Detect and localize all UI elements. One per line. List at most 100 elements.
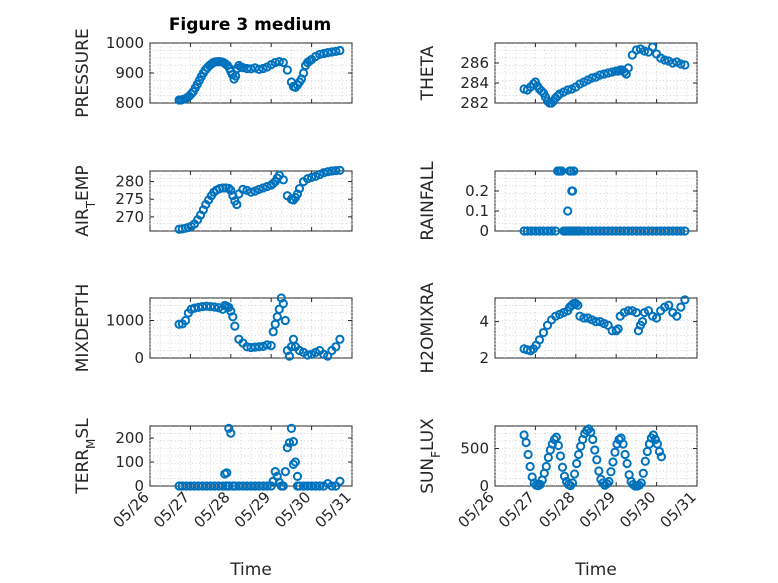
data-point (335, 334, 345, 344)
y-axis-label: SUNFLUX (418, 418, 443, 494)
data-point (660, 55, 670, 65)
data-point (546, 226, 557, 236)
series-markers (174, 423, 345, 491)
data-point (633, 326, 644, 336)
data-point (680, 60, 690, 70)
data-point (571, 298, 581, 309)
y-axis-label: MIXDEPTH (73, 284, 93, 373)
data-point (323, 48, 333, 58)
data-point (610, 447, 620, 457)
data-point (226, 185, 236, 196)
data-point (292, 481, 303, 491)
data-point (636, 478, 646, 488)
data-point (672, 311, 682, 321)
data-point (622, 458, 632, 469)
data-point (228, 312, 238, 322)
data-point (525, 461, 535, 472)
series-markers (174, 165, 345, 234)
data-point (590, 445, 600, 455)
data-point (294, 184, 305, 194)
data-point (246, 187, 256, 197)
data-point (238, 184, 248, 194)
data-point (676, 59, 686, 69)
series-markers (174, 45, 345, 105)
data-point (664, 300, 674, 310)
data-point (193, 302, 204, 312)
data-point (563, 85, 573, 95)
data-point (254, 342, 264, 352)
data-point (284, 351, 294, 361)
y-tick-label: 0 (479, 222, 489, 240)
data-point (557, 462, 568, 472)
data-point (604, 476, 614, 487)
y-tick-label: 900 (115, 64, 144, 82)
data-point (224, 481, 234, 491)
series-markers (519, 295, 690, 356)
data-point (335, 165, 345, 175)
y-axis-label: PRESSURE (73, 28, 93, 117)
data-point (278, 57, 288, 68)
data-point (618, 439, 628, 449)
data-point (266, 341, 276, 351)
x-axis-label: Time (229, 560, 272, 580)
y-tick-label: 1000 (106, 312, 144, 330)
y-tick-label: 280 (115, 173, 144, 191)
figure-title: Figure 3 medium (169, 15, 331, 35)
data-point (579, 313, 589, 323)
data-point (599, 69, 609, 79)
y-tick-label: 2 (479, 349, 489, 367)
data-point (534, 335, 545, 345)
data-point (607, 67, 617, 77)
data-point (587, 73, 597, 83)
data-point (563, 206, 573, 216)
data-point (535, 479, 545, 490)
data-point (592, 455, 602, 465)
y-tick-label: 286 (460, 54, 489, 72)
data-point (232, 199, 242, 210)
data-point (292, 189, 303, 199)
data-point (647, 42, 658, 52)
y-tick-label: 1000 (106, 34, 144, 52)
data-point (331, 166, 341, 176)
data-point (591, 317, 601, 327)
data-point (567, 186, 578, 196)
data-point (555, 451, 566, 461)
grid (494, 426, 698, 486)
data-point (553, 440, 564, 451)
data-point (603, 68, 613, 78)
data-point (302, 350, 313, 360)
grid (494, 171, 698, 231)
data-point (620, 449, 630, 460)
data-point (319, 48, 329, 59)
data-point (323, 167, 333, 177)
data-point (569, 166, 579, 176)
data-point (307, 172, 317, 182)
data-point (594, 466, 604, 476)
data-point (637, 317, 648, 327)
data-point (262, 340, 272, 350)
data-point (288, 459, 299, 469)
data-point (567, 478, 578, 488)
x-axis-label: Time (574, 560, 617, 580)
axes-pressure: 800 900 1000 PRESSURE (73, 28, 353, 118)
data-point (226, 428, 236, 438)
data-point (327, 47, 337, 57)
data-point (284, 438, 294, 448)
data-point (648, 430, 658, 440)
data-point (652, 313, 662, 323)
y-axis-label: RAINFALL (418, 161, 438, 241)
data-point (238, 63, 248, 73)
data-point (680, 295, 690, 305)
axes-terr_msl: 010020005/2605/2705/2805/2905/3005/31Tim… (73, 418, 355, 580)
series-markers (519, 42, 690, 108)
data-point (523, 449, 533, 460)
data-point (541, 461, 551, 472)
y-tick-label: 100 (115, 453, 144, 471)
data-point (611, 326, 621, 336)
data-point (588, 434, 598, 445)
data-point (262, 481, 272, 491)
data-point (286, 423, 296, 433)
y-tick-label: 500 (460, 440, 489, 458)
